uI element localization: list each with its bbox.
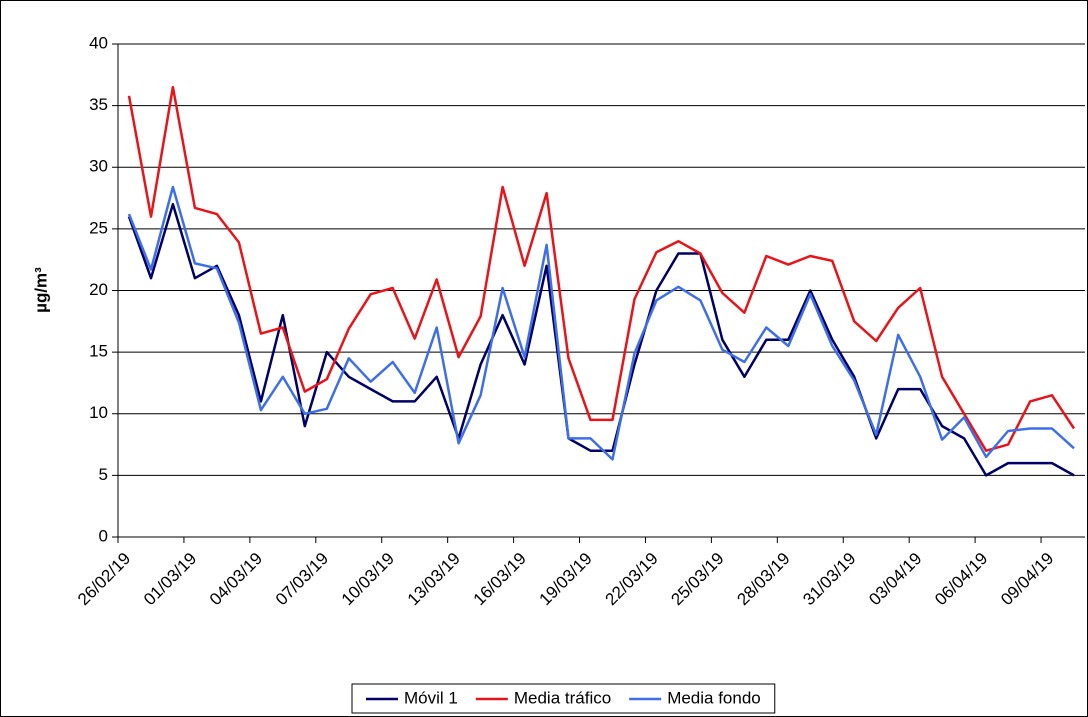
- y-tick-label: 0: [99, 526, 108, 545]
- legend: Móvil 1 Media tráfico Media fondo: [351, 683, 776, 714]
- y-tick-label: 15: [89, 342, 108, 361]
- series-line: [127, 185, 1075, 461]
- series-line: [127, 202, 1075, 477]
- y-axis-label: µg/m³: [31, 267, 50, 313]
- legend-label: Media fondo: [667, 688, 761, 707]
- legend-label: Móvil 1: [404, 688, 458, 707]
- legend-box: [351, 683, 776, 714]
- y-tick-label: 5: [99, 465, 108, 484]
- series-line: [127, 85, 1076, 452]
- y-tick-label: 10: [89, 403, 108, 422]
- y-tick-label: 25: [89, 218, 108, 237]
- legend-label: Media tráfico: [514, 688, 611, 707]
- y-tick-label: 20: [89, 280, 108, 299]
- y-tick-label: 35: [89, 95, 108, 114]
- y-tick-label: 30: [89, 157, 108, 176]
- y-tick-label: 40: [89, 33, 108, 52]
